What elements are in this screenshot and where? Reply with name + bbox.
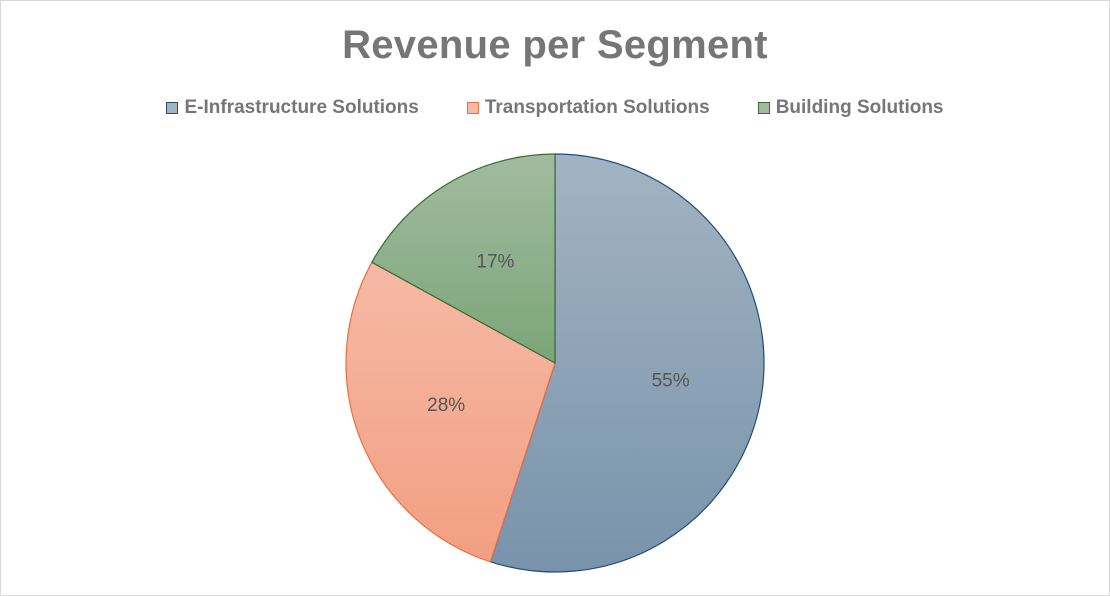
pie-label-transportation: 28% (427, 395, 465, 416)
legend-item-building: Building Solutions (757, 97, 944, 119)
pie-slice-transportation (345, 261, 556, 563)
chart-legend: E-Infrastructure Solutions Transportatio… (1, 97, 1109, 119)
legend-label-transportation: Transportation Solutions (484, 97, 710, 118)
legend-label-building: Building Solutions (775, 97, 944, 118)
pie-slice-e-infrastructure (489, 153, 765, 573)
legend-swatch-building (757, 102, 770, 114)
legend-label-e-infrastructure: E-Infrastructure Solutions (184, 97, 419, 118)
chart-title: Revenue per Segment (342, 23, 768, 67)
pie-label-e-infrastructure: 55% (652, 370, 690, 391)
pie-slice-building (371, 153, 556, 365)
legend-swatch-e-infrastructure (166, 102, 179, 114)
legend-item-transportation: Transportation Solutions (466, 97, 710, 119)
legend-item-e-infrastructure: E-Infrastructure Solutions (166, 97, 419, 119)
legend-swatch-transportation (466, 102, 479, 114)
pie-label-building: 17% (476, 251, 514, 272)
